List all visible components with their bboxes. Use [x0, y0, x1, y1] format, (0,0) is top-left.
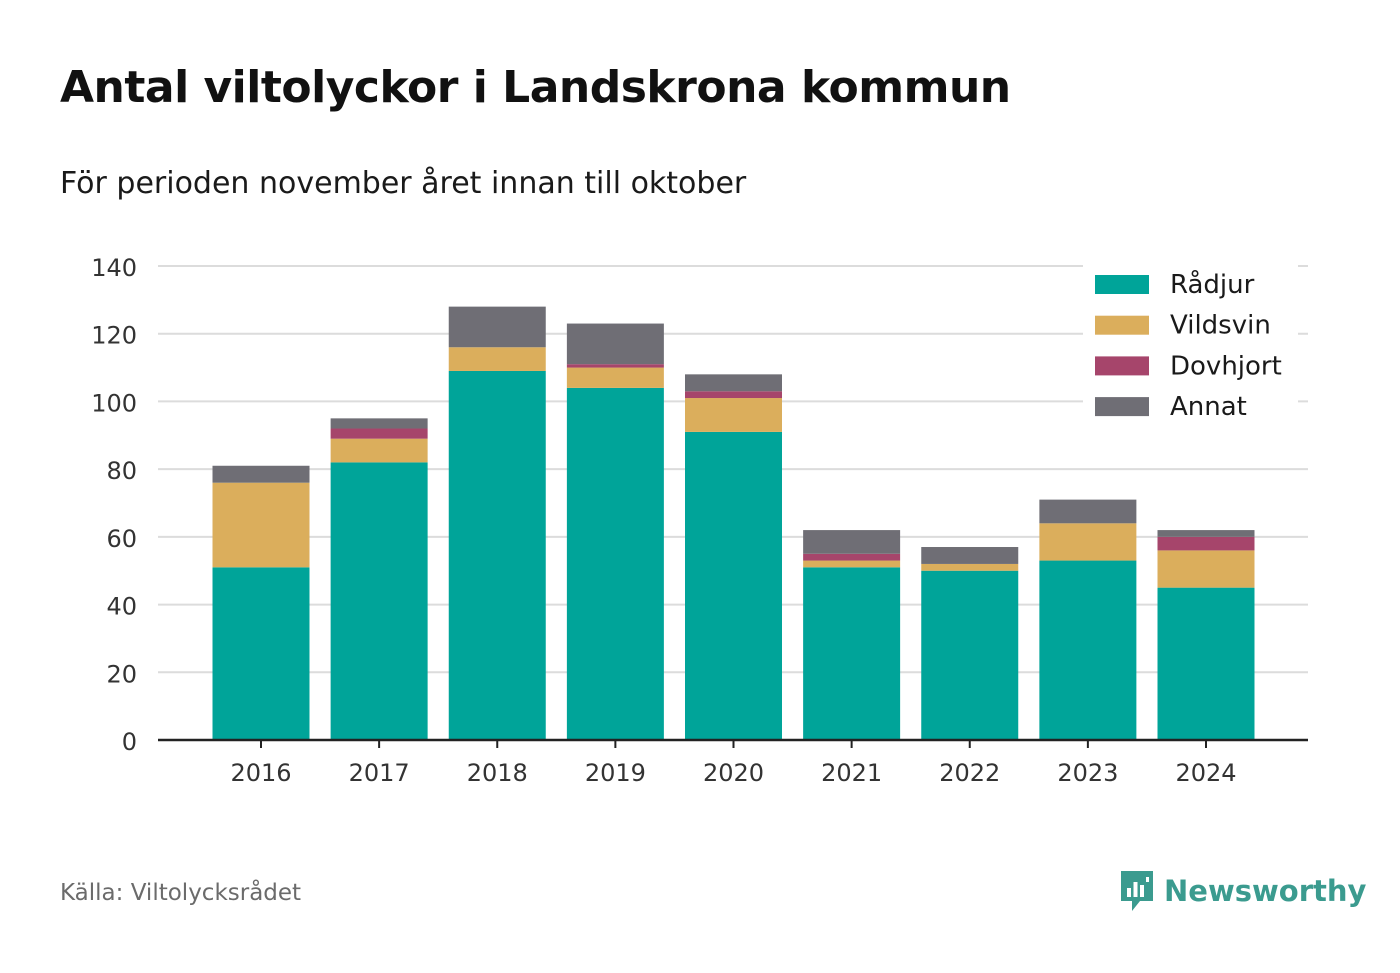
- x-tick-label: 2024: [1175, 759, 1236, 787]
- bar-annat-2021: [803, 530, 901, 554]
- bar-annat-2016: [212, 465, 310, 483]
- bar-vildsvin-2023: [1039, 523, 1137, 561]
- bar-radjur-2017: [330, 462, 428, 740]
- bar-dovhjort-2017: [330, 428, 428, 439]
- bar-dovhjort-2021: [803, 553, 901, 561]
- bar-radjur-2022: [921, 570, 1019, 740]
- x-tick-label: 2019: [585, 759, 646, 787]
- brand-name: Newsworthy: [1164, 874, 1367, 908]
- bar-vildsvin-2022: [921, 563, 1019, 571]
- y-tick-label: 100: [91, 389, 137, 417]
- x-tick-label: 2020: [703, 759, 764, 787]
- bar-radjur-2016: [212, 567, 310, 740]
- bar-radjur-2018: [448, 370, 546, 740]
- y-tick-label: 60: [106, 525, 137, 553]
- bar-annat-2024: [1157, 530, 1255, 537]
- legend-swatch-vildsvin: [1095, 315, 1149, 335]
- bar-annat-2017: [330, 418, 428, 429]
- bar-annat-2023: [1039, 499, 1137, 524]
- y-axis-ticks: 0 20 40 60 80 100 120 140: [91, 254, 137, 756]
- bar-annat-2018: [448, 306, 546, 348]
- bar-vildsvin-2021: [803, 560, 901, 568]
- bar-vildsvin-2020: [685, 398, 782, 432]
- bar-dovhjort-2024: [1157, 536, 1255, 551]
- legend: Rådjur Vildsvin Dovhjort Annat: [1083, 262, 1298, 430]
- legend-swatch-dovhjort: [1095, 356, 1149, 376]
- x-tick-label: 2021: [821, 759, 882, 787]
- x-tick-label: 2016: [230, 759, 291, 787]
- bar-vildsvin-2017: [330, 438, 428, 463]
- bar-radjur-2020: [685, 431, 782, 740]
- x-tick-label: 2022: [939, 759, 1000, 787]
- legend-swatch-radjur: [1095, 275, 1149, 294]
- y-tick-label: 0: [122, 728, 137, 756]
- bar-radjur-2024: [1157, 587, 1255, 740]
- bar-vildsvin-2019: [566, 367, 664, 388]
- x-axis: 2016 2017 2018 2019 2020 2021 2022 2023 2024: [158, 738, 1308, 787]
- x-tick-label: 2023: [1057, 759, 1118, 787]
- legend-swatch-annat: [1095, 397, 1149, 417]
- bar-radjur-2023: [1039, 560, 1137, 740]
- chart-subtitle: För perioden november året innan till ok…: [60, 166, 747, 201]
- bar-dovhjort-2019: [566, 364, 664, 368]
- bar-radjur-2021: [803, 567, 901, 740]
- bar-annat-2019: [566, 323, 664, 365]
- y-tick-label: 40: [106, 593, 137, 621]
- x-tick-label: 2017: [349, 759, 410, 787]
- bar-annat-2022: [921, 547, 1019, 564]
- bar-dovhjort-2020: [685, 391, 782, 399]
- source-note: Källa: Viltolycksrådet: [60, 880, 302, 906]
- y-tick-label: 20: [106, 660, 137, 688]
- legend-label-radjur: Rådjur: [1170, 269, 1255, 300]
- y-tick-label: 140: [91, 254, 137, 282]
- bar-vildsvin-2024: [1157, 550, 1255, 588]
- bar-annat-2020: [685, 374, 782, 392]
- x-tick-label: 2018: [467, 759, 528, 787]
- bar-chart-speech-bubble-icon: [1121, 871, 1153, 911]
- y-tick-label: 80: [106, 457, 137, 485]
- legend-label-annat: Annat: [1170, 392, 1247, 422]
- bars: [212, 306, 1255, 740]
- bar-vildsvin-2018: [448, 347, 546, 371]
- bar-vildsvin-2016: [212, 482, 310, 568]
- y-tick-label: 120: [91, 322, 137, 350]
- legend-label-vildsvin: Vildsvin: [1170, 311, 1271, 341]
- chart-title: Antal viltolyckor i Landskrona kommun: [60, 62, 1011, 113]
- bar-radjur-2019: [566, 387, 664, 740]
- brand-logo[interactable]: Newsworthy: [1118, 866, 1366, 916]
- legend-label-dovhjort: Dovhjort: [1170, 351, 1282, 381]
